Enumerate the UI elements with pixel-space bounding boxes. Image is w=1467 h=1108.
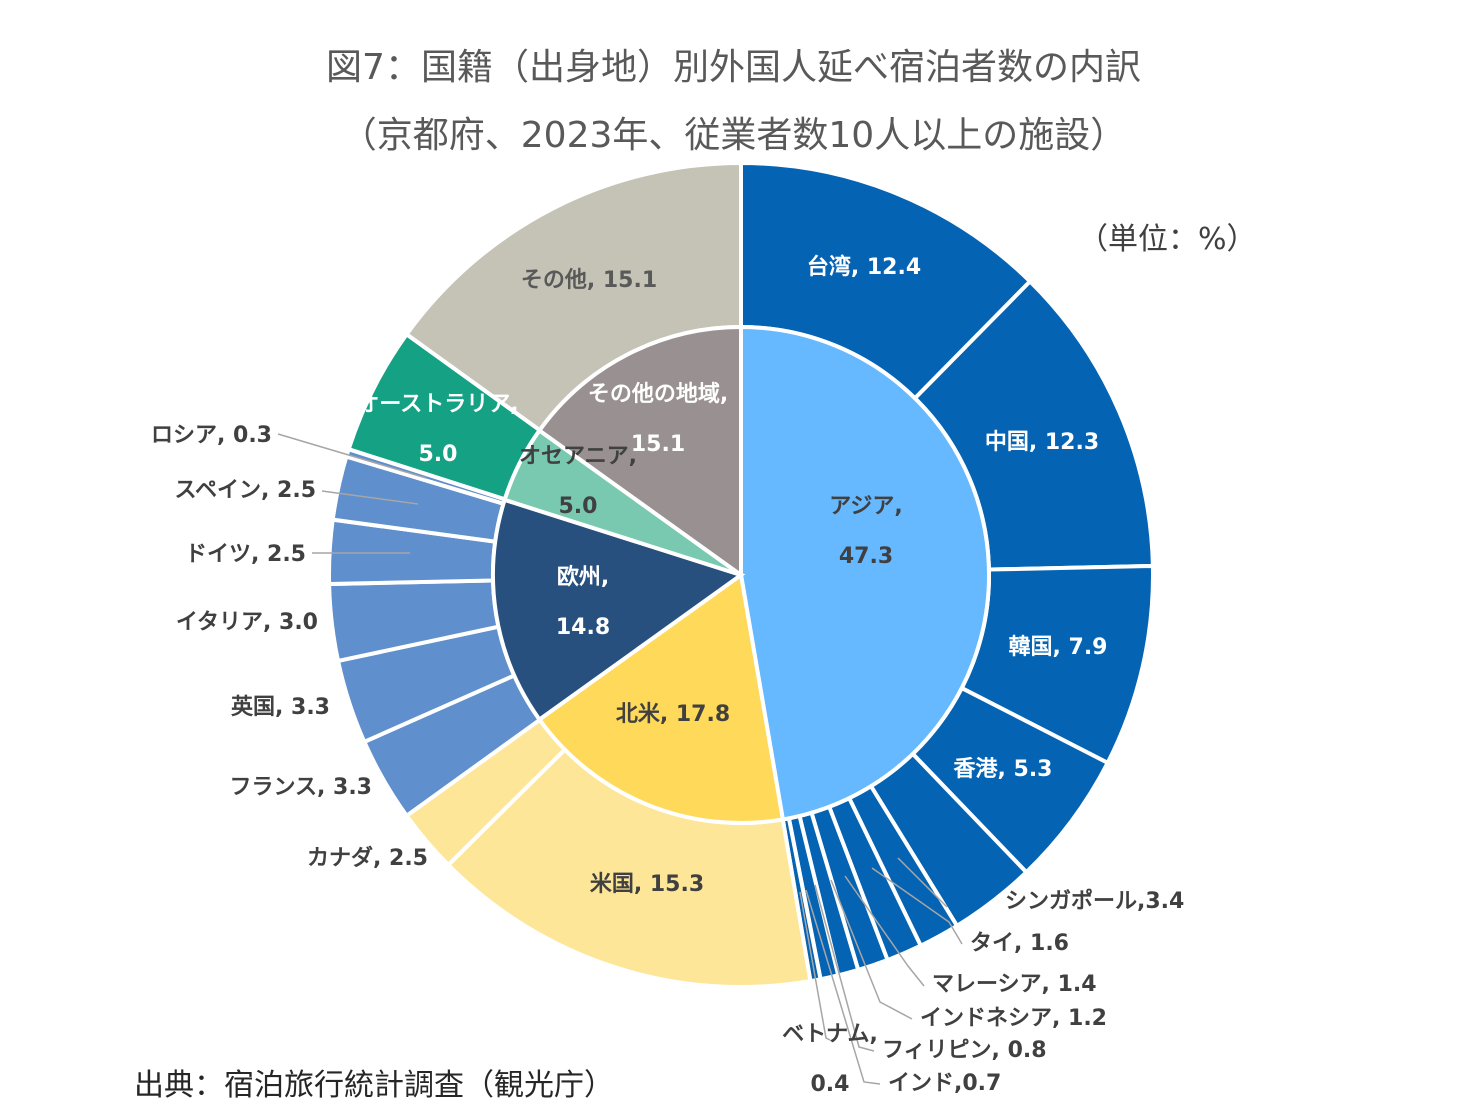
outer-label-e382abe3838ae38380-line: カナダ, 2.5 <box>307 845 428 871</box>
outer-label-e382a4e382bfe383aae382a2: イタリア, 3.0 <box>176 610 318 635</box>
inner-slice-e6aca7e5b79e <box>491 497 746 723</box>
leader-line-e383ade382b7e382a2 <box>277 433 427 479</box>
outer-label-e382bfe382a4-line: タイ, 1.6 <box>970 931 1069 956</box>
outer-label-e382b9e3839ae382a4e383b3: スペイン, 2.5 <box>175 478 316 503</box>
outer-label-e99f93e59bbd-line: 韓国, 7.9 <box>1009 634 1108 660</box>
inner-label-e382aae382bbe382a2e3838be382a2: オセアニア, 5.0 <box>519 444 637 519</box>
outer-label-e382b7e383b3e382ace3839de383bce383ab: シンガポール,3.4 <box>1005 888 1184 914</box>
outer-label-e38399e38388e3838ae383a0: ベトナム, 0.4 <box>782 1022 878 1097</box>
outer-label-e38395e382a3e383aae38394e383b3-line: フィリピン, 0.8 <box>882 1038 1047 1063</box>
inner-label-e382a2e382b8e382a2-line: アジア, <box>829 494 902 519</box>
chart-subtitle: （京都府、2023年、従業者数10人以上の施設） <box>340 115 1127 156</box>
leader-line-e382b9e3839ae382a4e383b3 <box>321 490 419 505</box>
outer-label-e382a4e382bfe383aae382a2-line: イタリア, 3.0 <box>176 610 318 635</box>
outer-label-e3819de381aee4bb96-line: その他, 15.1 <box>521 268 657 293</box>
outer-label-e382a4e383b3e38389-line: インド,0.7 <box>888 1071 1001 1096</box>
leader-line-e3839ee383ace383bce382b7e382a2 <box>844 875 925 987</box>
outer-label-e58fb0e6b9be-line: 台湾, 12.4 <box>807 254 921 280</box>
inner-label-e58c97e7b1b3-line: 北米, 17.8 <box>616 702 730 727</box>
outer-label-e99f93e59bbd: 韓国, 7.9 <box>1009 634 1108 660</box>
leader-line-e382a4e383b3e38389 <box>805 889 881 1085</box>
outer-label-e4b8ade59bbd: 中国, 12.3 <box>985 430 1099 455</box>
outer-label-e7b1b3e59bbd: 米国, 15.3 <box>590 872 704 897</box>
inner-label-e382a2e382b8e382a2-line: 47.3 <box>839 544 893 569</box>
outer-label-e3819de381aee4bb96: その他, 15.1 <box>521 268 657 293</box>
outer-label-e7b1b3e59bbd-line: 米国, 15.3 <box>590 872 704 897</box>
outer-label-e382a4e383b3e38389e3838de382b7e382a2-line: インドネシア, 1.2 <box>920 1006 1107 1031</box>
inner-label-e3819de381aee4bb96e381aee59cb0e59f9f: その他の地域, 15.1 <box>588 381 728 457</box>
inner-label-e382a2e382b8e382a2: アジア, 47.3 <box>829 494 902 569</box>
chart-title: 図7：国籍（出身地）別外国人延べ宿泊者数の内訳 <box>326 47 1141 88</box>
inner-label-e382aae382bbe382a2e3838be382a2-line: オセアニア, <box>519 444 637 469</box>
outer-label-e382b7e383b3e382ace3839de383bce383ab-line: シンガポール,3.4 <box>1005 888 1184 914</box>
leader-line-e38395e382a3e383aae38394e383b3 <box>814 884 875 1052</box>
inner-label-e6aca7e5b79e-line: 欧州, <box>557 564 609 590</box>
outer-label-e382a4e383b3e38389: インド,0.7 <box>888 1071 1001 1096</box>
inner-label-e3819de381aee4bb96e381aee59cb0e59f9f-line: その他の地域, <box>588 381 728 407</box>
inner-label-e6aca7e5b79e-line: 14.8 <box>556 615 610 640</box>
inner-label-e382aae382bbe382a2e3838be382a2-line: 5.0 <box>559 494 598 519</box>
outer-label-e38395e382a3e383aae38394e383b3: フィリピン, 0.8 <box>882 1038 1047 1063</box>
leader-line-e38399e38388e3838ae383a0 <box>799 891 831 1041</box>
outer-label-e3839ee383ace383bce382b7e382a2-line: マレーシア, 1.4 <box>932 972 1097 997</box>
inner-label-e6aca7e5b79e: 欧州, 14.8 <box>556 564 610 640</box>
outer-label-e88bb1e59bbd-line: 英国, 3.3 <box>231 695 330 720</box>
outer-label-e382aae383bce382b9e38388e383a9e383aae382a2-line: オーストラリア, <box>357 392 518 417</box>
outer-label-e383ade382b7e382a2-line: ロシア, 0.3 <box>151 423 272 448</box>
outer-label-e382aae383bce382b9e38388e383a9e383aae382a2: オーストラリア, 5.0 <box>357 392 518 467</box>
leader-line-e382bfe382a4 <box>871 867 963 945</box>
outer-label-e38389e382a4e38384: ドイツ, 2.5 <box>185 542 306 567</box>
outer-label-e383ade382b7e382a2: ロシア, 0.3 <box>151 423 272 448</box>
outer-label-e58fb0e6b9be: 台湾, 12.4 <box>807 254 921 280</box>
outer-label-e4b8ade59bbd-line: 中国, 12.3 <box>985 430 1099 455</box>
outer-label-e9a699e6b8af: 香港, 5.3 <box>954 757 1053 782</box>
inner-slice-e58c97e7b1b3 <box>536 571 786 825</box>
outer-label-e88bb1e59bbd: 英国, 3.3 <box>231 695 330 720</box>
outer-label-e382a4e383b3e38389e3838de382b7e382a2: インドネシア, 1.2 <box>920 1006 1107 1031</box>
outer-label-e382b9e3839ae382a4e383b3-line: スペイン, 2.5 <box>175 478 316 503</box>
inner-slice-e382a2e382b8e382a2 <box>739 324 991 822</box>
outer-label-e382bfe382a4: タイ, 1.6 <box>970 931 1069 956</box>
outer-label-e382aae383bce382b9e38388e383a9e383aae382a2-line: 5.0 <box>419 442 458 467</box>
unit-label: （単位：%） <box>1078 222 1257 257</box>
outer-label-e38399e38388e3838ae383a0-line: 0.4 <box>811 1072 850 1097</box>
source-note: 出典：宿泊旅行統計調査（観光庁） <box>134 1068 614 1103</box>
inner-label-e3819de381aee4bb96e381aee59cb0e59f9f-line: 15.1 <box>631 432 685 457</box>
inner-slice-e3819de381aee4bb96e381aee59cb0e59f9f <box>536 324 743 579</box>
outer-label-e3839ee383ace383bce382b7e382a2: マレーシア, 1.4 <box>932 972 1097 997</box>
leader-line-e382b7e383b3e382ace3839de383bce383ab <box>897 857 948 908</box>
outer-label-e38395e383a9e383b3e382b9: フランス, 3.3 <box>229 775 372 800</box>
outer-label-e38395e383a9e383b3e382b9-line: フランス, 3.3 <box>229 775 372 800</box>
outer-label-e38389e382a4e38384-line: ドイツ, 2.5 <box>185 542 306 567</box>
outer-label-e38399e38388e3838ae383a0-line: ベトナム, <box>782 1022 878 1047</box>
outer-label-e382abe3838ae38380: カナダ, 2.5 <box>307 845 428 871</box>
outer-label-e9a699e6b8af-line: 香港, 5.3 <box>954 757 1053 782</box>
leader-line-e382a4e383b3e38389e3838de382b7e382a2 <box>830 879 913 1020</box>
inner-label-e58c97e7b1b3: 北米, 17.8 <box>616 702 730 727</box>
